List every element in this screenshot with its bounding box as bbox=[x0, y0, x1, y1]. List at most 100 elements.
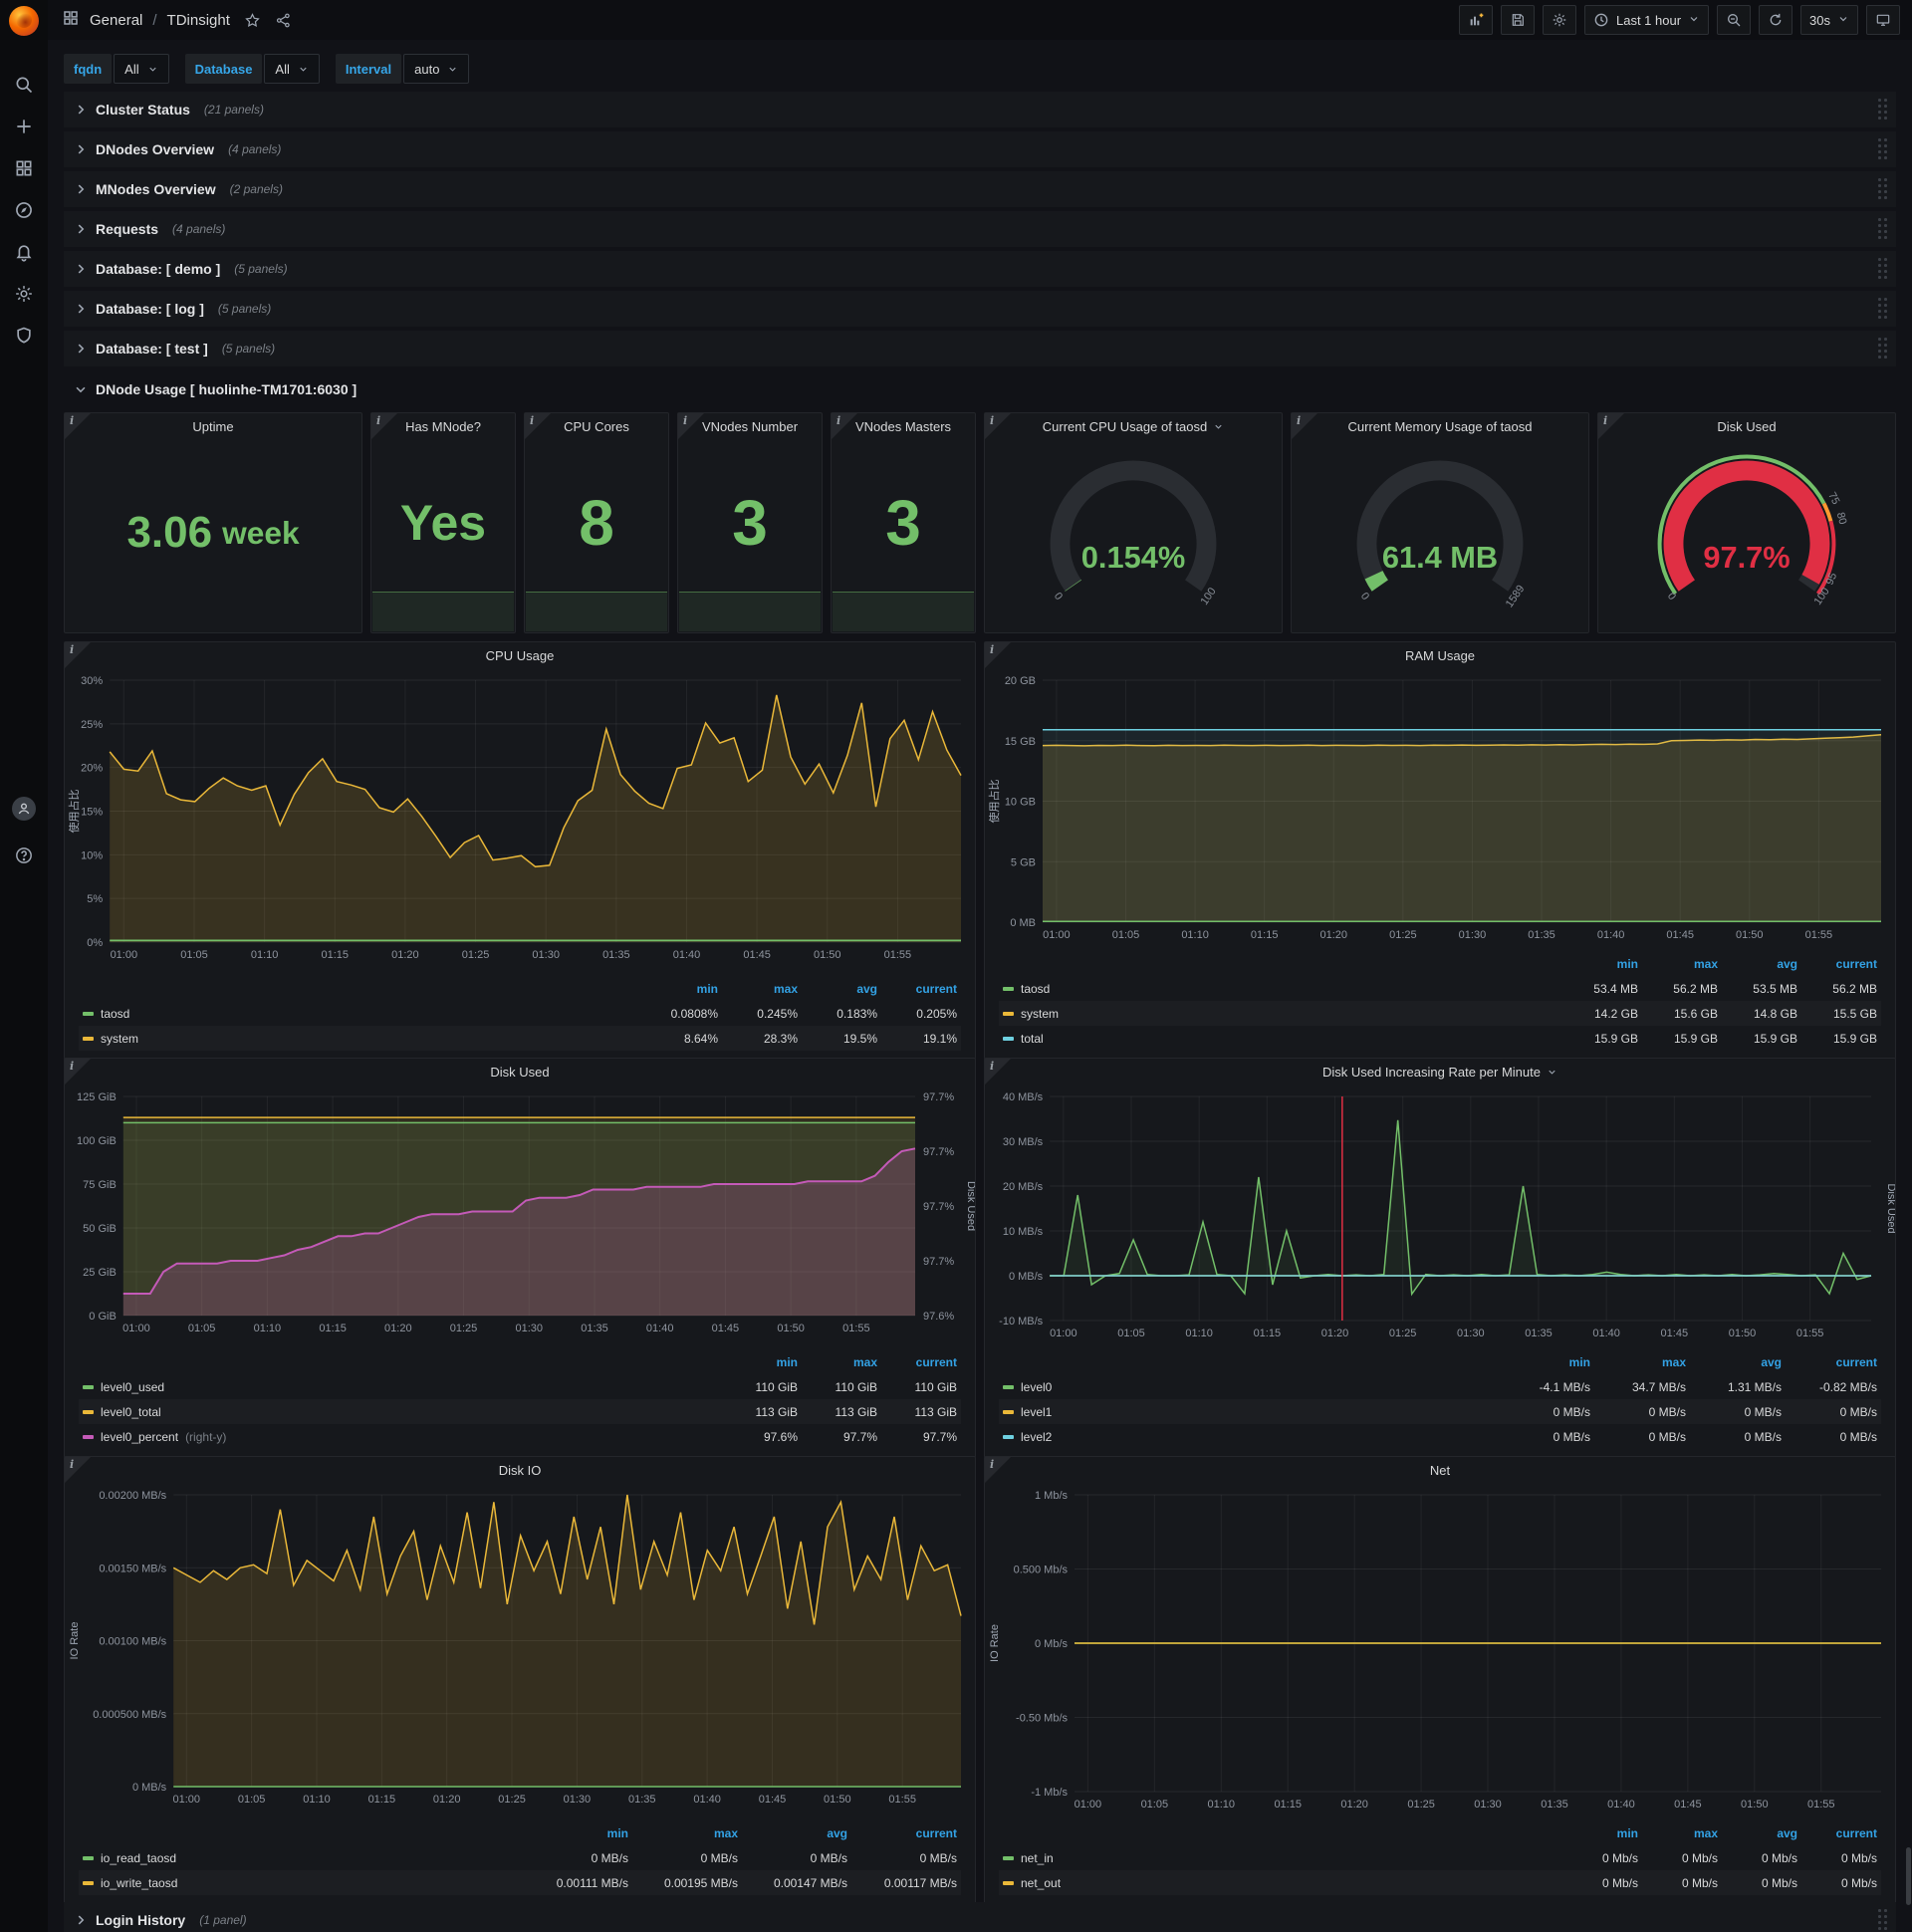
chevron-down-icon bbox=[74, 382, 88, 396]
row-drag-handle-icon[interactable] bbox=[1878, 1909, 1888, 1931]
row-drag-handle-icon[interactable] bbox=[1878, 218, 1888, 240]
favorite-star-icon[interactable] bbox=[244, 12, 261, 29]
sidebar-item-server-admin-shield-icon[interactable] bbox=[0, 315, 48, 357]
panel-info-icon[interactable]: i bbox=[65, 642, 91, 668]
panel-title[interactable]: Uptime bbox=[192, 418, 234, 434]
share-icon[interactable] bbox=[275, 12, 292, 29]
user-avatar-icon[interactable] bbox=[12, 797, 36, 821]
panel-info-icon[interactable]: i bbox=[985, 642, 1011, 668]
dashboard-row-dnode-usage-huolinhe-tm1701-6030-[interactable]: DNode Usage [ huolinhe-TM1701:6030 ] bbox=[64, 370, 1896, 408]
panel-title[interactable]: Has MNode? bbox=[405, 418, 481, 434]
row-drag-handle-icon[interactable] bbox=[1878, 138, 1888, 160]
grafana-logo-icon[interactable] bbox=[9, 6, 39, 36]
legend-header: min max avg current bbox=[79, 976, 961, 1001]
svg-text:01:00: 01:00 bbox=[1043, 929, 1071, 941]
dashboard-row-cluster-status[interactable]: Cluster Status (21 panels) bbox=[64, 92, 1896, 127]
legend-series-toggle[interactable]: level0_percent (right-y) bbox=[83, 1430, 718, 1444]
dashboard-row-mnodes-overview[interactable]: MNodes Overview (2 panels) bbox=[64, 171, 1896, 207]
sidebar-item-alerting-bell-icon[interactable] bbox=[0, 231, 48, 273]
panel-title[interactable]: RAM Usage bbox=[1404, 647, 1476, 663]
dashboard-row-database-test-[interactable]: Database: [ test ] (5 panels) bbox=[64, 331, 1896, 366]
svg-text:01:10: 01:10 bbox=[1181, 929, 1209, 941]
variable-value-dropdown[interactable]: All bbox=[264, 54, 320, 84]
panel-info-icon[interactable]: i bbox=[678, 413, 704, 439]
legend-series-toggle[interactable]: io_read_taosd bbox=[83, 1851, 519, 1865]
dashboard-row-dnodes-overview[interactable]: DNodes Overview (4 panels) bbox=[64, 131, 1896, 167]
help-icon[interactable] bbox=[0, 835, 48, 876]
sidebar-item-plus-icon[interactable] bbox=[0, 106, 48, 147]
panel-title[interactable]: Disk Used Increasing Rate per Minute bbox=[985, 1059, 1895, 1085]
panel-info-icon[interactable]: i bbox=[1598, 413, 1624, 439]
legend-series-toggle[interactable]: level0 bbox=[1003, 1380, 1495, 1394]
legend-series-toggle[interactable]: level0_total bbox=[83, 1405, 718, 1419]
right-axis-label: Disk Used bbox=[965, 1181, 975, 1231]
breadcrumb-section[interactable]: General bbox=[90, 11, 143, 29]
panel-info-icon[interactable]: i bbox=[65, 413, 91, 439]
variable-label[interactable]: fqdn bbox=[64, 54, 113, 84]
legend-series-toggle[interactable]: system bbox=[1003, 1007, 1558, 1021]
refresh-interval-picker[interactable]: 30s bbox=[1800, 5, 1858, 35]
legend-series-toggle[interactable]: taosd bbox=[1003, 982, 1558, 996]
variable-label[interactable]: Interval bbox=[335, 54, 402, 84]
legend-series-toggle[interactable]: level0_used bbox=[83, 1380, 718, 1394]
dashboard-row-database-demo-[interactable]: Database: [ demo ] (5 panels) bbox=[64, 251, 1896, 287]
dashboard-settings-button[interactable] bbox=[1542, 5, 1576, 35]
legend-series-toggle[interactable]: total bbox=[1003, 1032, 1558, 1046]
sidebar-item-configuration-gear-icon[interactable] bbox=[0, 273, 48, 315]
panel-title[interactable]: CPU Cores bbox=[564, 418, 629, 434]
panel-title[interactable]: Disk IO bbox=[498, 1462, 542, 1478]
variable-value-dropdown[interactable]: All bbox=[114, 54, 169, 84]
refresh-button[interactable] bbox=[1759, 5, 1793, 35]
add-panel-button[interactable] bbox=[1458, 5, 1493, 35]
panel-info-icon[interactable]: i bbox=[65, 1457, 91, 1483]
panel-info-icon[interactable]: i bbox=[985, 1457, 1011, 1483]
panel-title[interactable]: VNodes Number bbox=[701, 418, 799, 434]
chevron-right-icon bbox=[74, 142, 88, 156]
sidebar-item-dashboards-icon[interactable] bbox=[0, 147, 48, 189]
svg-text:5 GB: 5 GB bbox=[1011, 856, 1036, 868]
legend-series-toggle[interactable]: net_in bbox=[1003, 1851, 1558, 1865]
panel-info-icon[interactable]: i bbox=[1292, 413, 1317, 439]
legend-series-toggle[interactable]: system bbox=[83, 1032, 638, 1046]
panel-info-icon[interactable]: i bbox=[371, 413, 397, 439]
panel-title[interactable]: Disk Used bbox=[1717, 418, 1777, 434]
dashboard-row-requests[interactable]: Requests (4 panels) bbox=[64, 211, 1896, 247]
dashboard-row-database-log-[interactable]: Database: [ log ] (5 panels) bbox=[64, 291, 1896, 327]
row-drag-handle-icon[interactable] bbox=[1878, 258, 1888, 280]
panel-title[interactable]: VNodes Masters bbox=[854, 418, 952, 434]
legend-item-level0_total: level0_total 113 GiB 113 GiB 113 GiB bbox=[79, 1399, 961, 1424]
panel-info-icon[interactable]: i bbox=[525, 413, 551, 439]
sidebar-item-search-icon[interactable] bbox=[0, 64, 48, 106]
save-dashboard-button[interactable] bbox=[1500, 5, 1535, 35]
variable-value-dropdown[interactable]: auto bbox=[403, 54, 470, 84]
breadcrumb-title[interactable]: TDinsight bbox=[166, 11, 230, 29]
time-range-picker[interactable]: Last 1 hour bbox=[1583, 5, 1710, 35]
chart-panel-ram-usage: i RAM Usage 0 MB 5 GB 10 GB 15 GB 20 GB 01:00 01… bbox=[984, 641, 1896, 1060]
panel-title[interactable]: Current Memory Usage of taosd bbox=[1347, 418, 1533, 434]
panel-title[interactable]: Net bbox=[1429, 1462, 1451, 1478]
legend-series-toggle[interactable]: taosd bbox=[83, 1007, 638, 1021]
legend-col-avg: avg bbox=[1777, 1825, 1797, 1840]
row-drag-handle-icon[interactable] bbox=[1878, 178, 1888, 200]
row-drag-handle-icon[interactable] bbox=[1878, 298, 1888, 320]
panel-title[interactable]: CPU Usage bbox=[485, 647, 555, 663]
row-drag-handle-icon[interactable] bbox=[1878, 99, 1888, 121]
panel-info-icon[interactable]: i bbox=[832, 413, 857, 439]
legend-series-toggle[interactable]: net_out bbox=[1003, 1876, 1558, 1890]
panel-info-icon[interactable]: i bbox=[65, 1059, 91, 1085]
panel-info-icon[interactable]: i bbox=[985, 413, 1011, 439]
scrollbar[interactable] bbox=[1906, 40, 1911, 1932]
legend-series-toggle[interactable]: level1 bbox=[1003, 1405, 1495, 1419]
sidebar-item-explore-compass-icon[interactable] bbox=[0, 189, 48, 231]
legend-series-toggle[interactable]: io_write_taosd bbox=[83, 1876, 519, 1890]
panel-info-icon[interactable]: i bbox=[985, 1059, 1011, 1085]
panel-title[interactable]: Disk Used bbox=[490, 1064, 550, 1080]
row-drag-handle-icon[interactable] bbox=[1878, 338, 1888, 360]
zoom-out-button[interactable] bbox=[1717, 5, 1752, 35]
cycle-view-button[interactable] bbox=[1866, 5, 1900, 35]
legend-series-toggle[interactable]: level2 bbox=[1003, 1430, 1495, 1444]
panel-title[interactable]: Current CPU Usage of taosd bbox=[985, 413, 1282, 439]
variable-label[interactable]: Database bbox=[184, 54, 263, 84]
stat-panel-uptime: i Uptime 3.06 week bbox=[64, 412, 362, 633]
dashboard-row-login-history[interactable]: Login History (1 panel) bbox=[64, 1902, 1896, 1932]
